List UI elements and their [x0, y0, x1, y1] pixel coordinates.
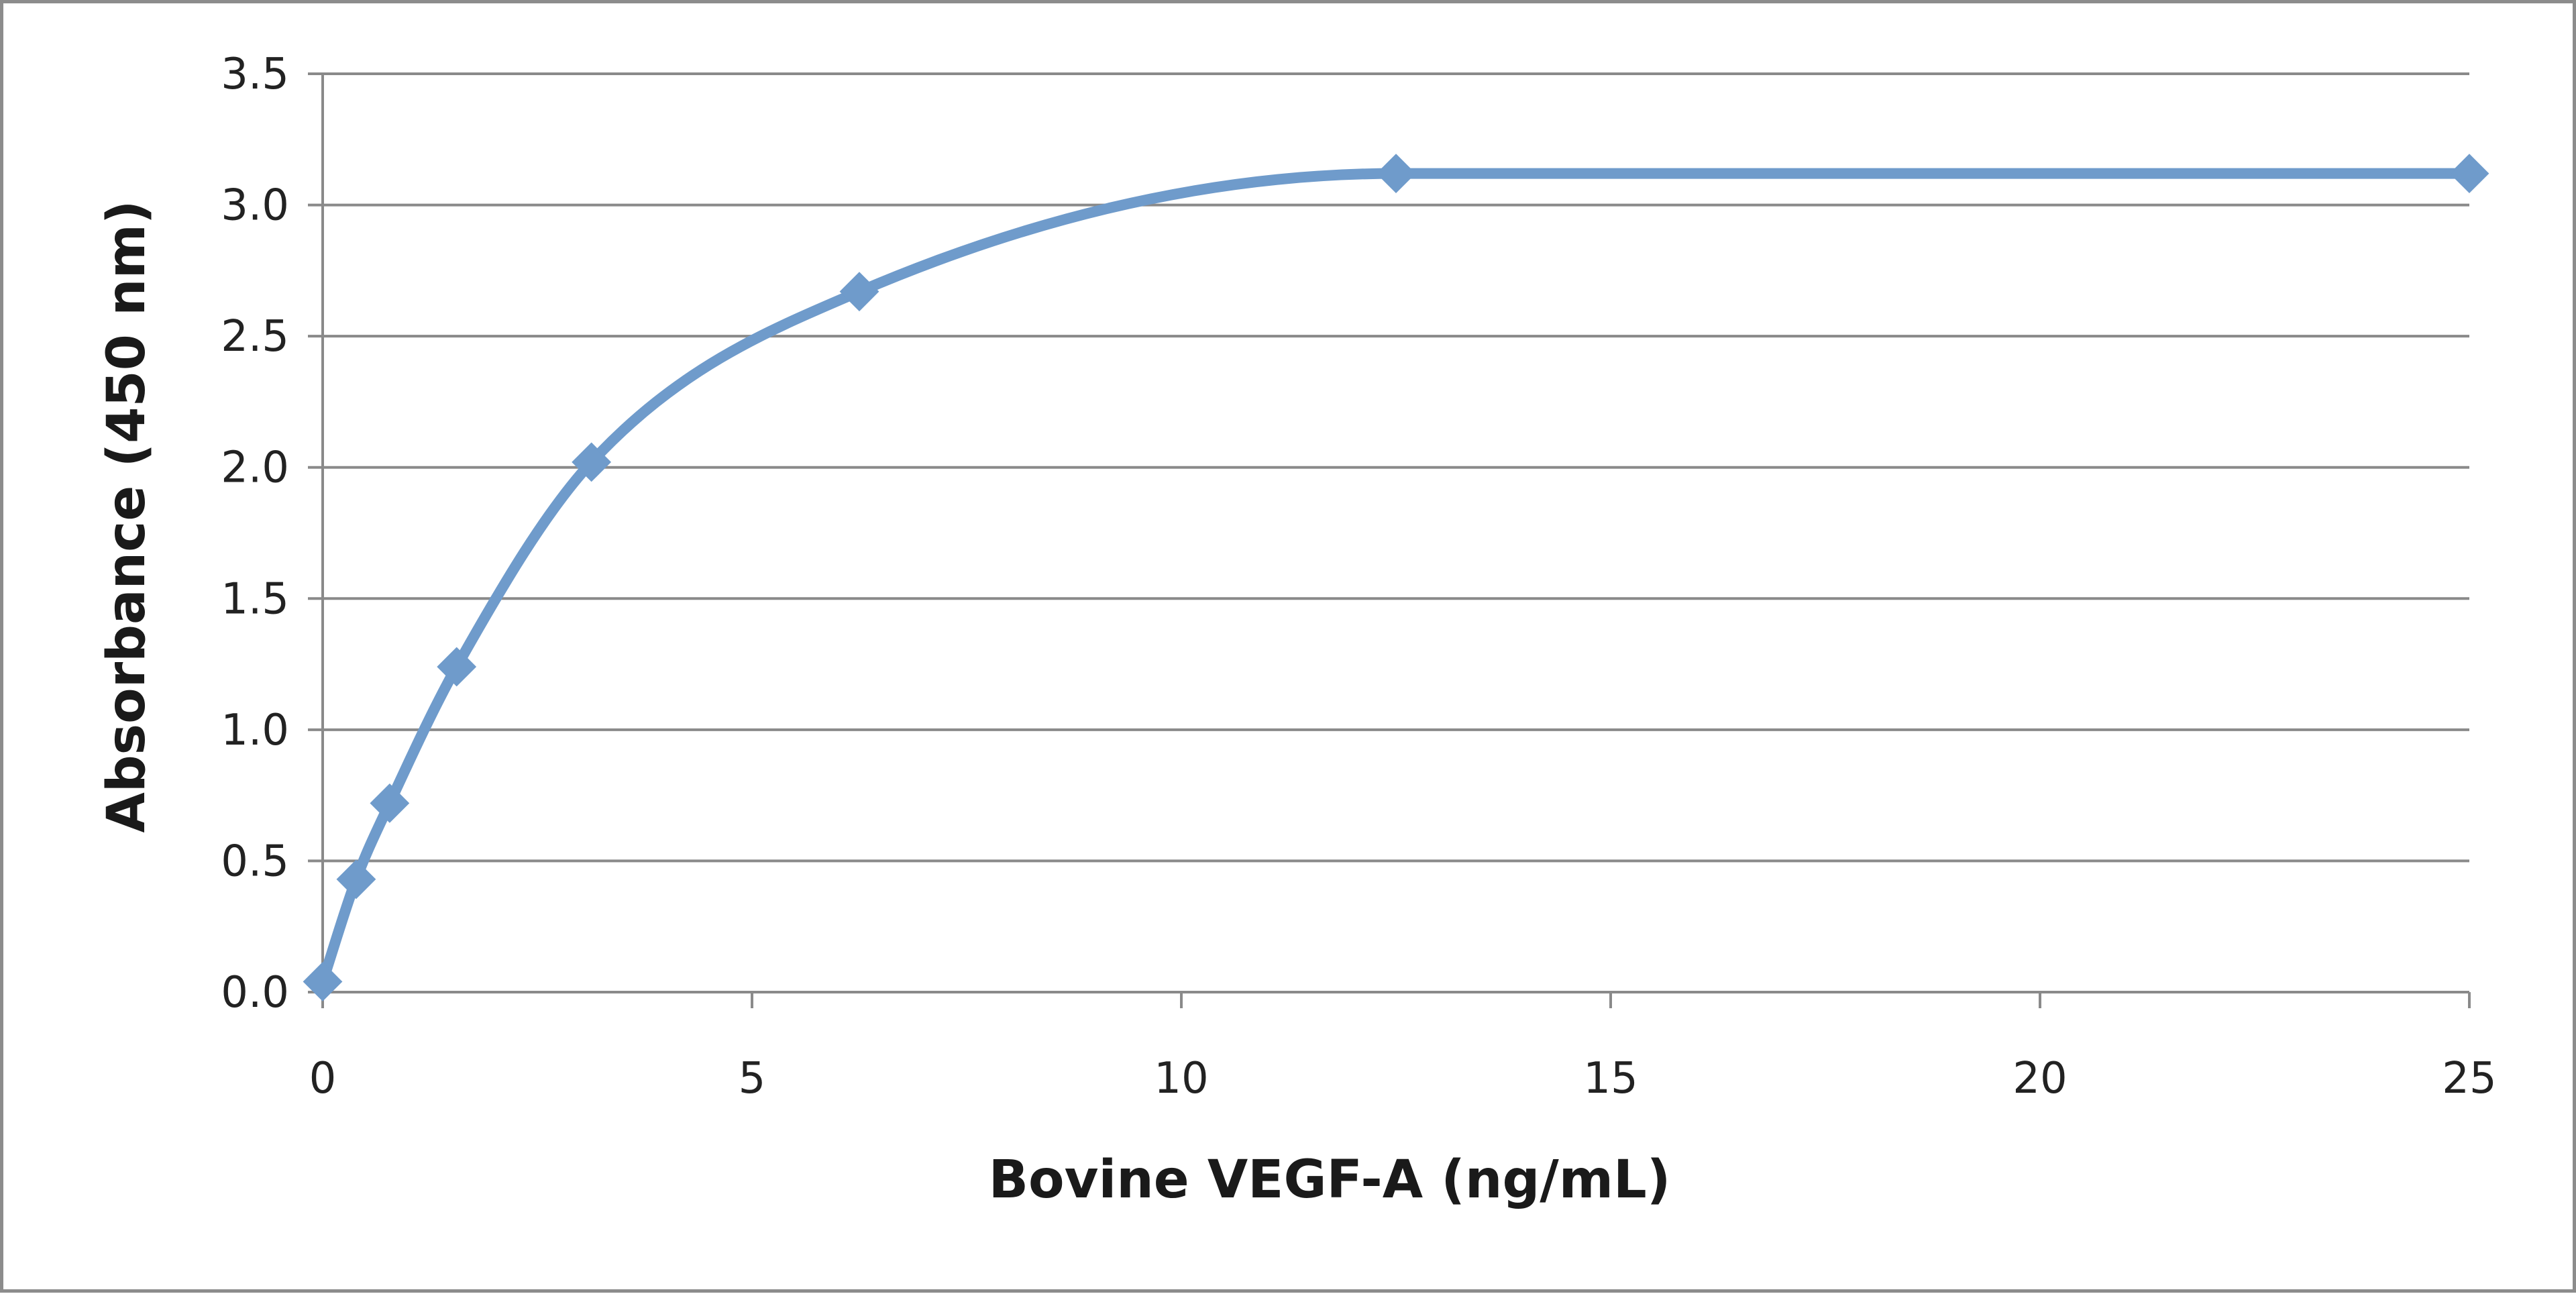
- y-tick-label: 1.0: [221, 706, 289, 755]
- y-tick-labels: 0.0 0.5 1.0 1.5 2.0 2.5 3.0 3.5: [221, 50, 289, 1018]
- y-tick-label: 3.0: [221, 181, 289, 231]
- x-axis-title: Bovine VEGF-A (ng/mL): [989, 1150, 1671, 1210]
- gridlines: [323, 72, 2469, 863]
- y-tick-label: 0.5: [221, 836, 289, 886]
- data-point-marker: [2449, 154, 2489, 194]
- x-tick-labels: 0 5 10 15 20 25: [309, 1054, 2497, 1103]
- x-tick-label: 10: [1154, 1054, 1208, 1103]
- y-tick-label: 2.5: [221, 312, 289, 362]
- data-point-marker: [437, 647, 477, 687]
- data-point-marker: [303, 961, 343, 1002]
- data-point-marker: [572, 442, 612, 482]
- axes: [308, 72, 2471, 1008]
- y-tick-label: 1.5: [221, 574, 289, 624]
- y-tick-label: 2.0: [221, 443, 289, 493]
- x-tick-label: 20: [2012, 1054, 2067, 1103]
- x-tick-label: 25: [2442, 1054, 2496, 1103]
- y-tick-label: 3.5: [221, 50, 289, 99]
- x-tick-label: 15: [1583, 1054, 1638, 1103]
- data-point-marker: [1376, 154, 1416, 194]
- data-point-marker: [839, 272, 879, 312]
- y-tick-label: 0.0: [221, 968, 289, 1018]
- marker-layer: [303, 154, 2489, 1002]
- data-point-marker: [336, 859, 376, 900]
- x-tick-label: 5: [739, 1054, 766, 1103]
- data-point-marker: [370, 783, 410, 823]
- x-tick-label: 0: [309, 1054, 337, 1103]
- y-axis-title: Absorbance (450 nm): [97, 200, 157, 832]
- chart-canvas: 0.0 0.5 1.0 1.5 2.0 2.5 3.0 3.5 0 5 10 15 20 25 Bovi…: [97, 50, 2497, 1210]
